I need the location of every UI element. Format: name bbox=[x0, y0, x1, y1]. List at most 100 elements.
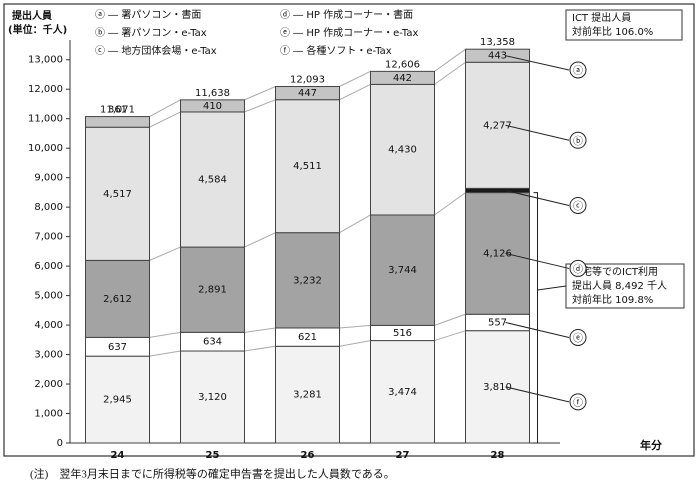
marker-circle bbox=[569, 393, 587, 411]
bar-segment bbox=[465, 48, 530, 63]
bar-segment bbox=[275, 345, 340, 444]
legend-entry: ⓐ ― 署パソコン・書面 bbox=[95, 8, 201, 21]
connector bbox=[149, 246, 181, 261]
bar-segment bbox=[465, 187, 530, 194]
bracket-leader bbox=[537, 285, 567, 291]
connector bbox=[339, 70, 371, 87]
annotation: 対前年比 106.0% bbox=[572, 25, 653, 38]
y-tick-label: 10,000 bbox=[28, 143, 63, 154]
connector bbox=[339, 324, 371, 329]
connector bbox=[244, 232, 276, 248]
x-tick-label: 25 bbox=[206, 450, 220, 461]
connector bbox=[149, 331, 181, 338]
value-label: 3,744 bbox=[388, 265, 417, 276]
marker-label: ⓔ bbox=[573, 332, 583, 344]
annotation: 自宅等でのICT利用 bbox=[572, 265, 658, 278]
marker-label: ⓐ bbox=[573, 65, 583, 77]
marker-circle bbox=[569, 196, 587, 214]
y-tick-label: 11,000 bbox=[28, 114, 63, 125]
annotation: 提出人員 8,492 千人 bbox=[572, 279, 667, 292]
value-label: 4,517 bbox=[103, 189, 132, 200]
x-tick-label: 26 bbox=[301, 450, 315, 461]
connector bbox=[434, 330, 466, 342]
y-tick-label: 7,000 bbox=[34, 232, 63, 243]
value-label: 361 bbox=[108, 105, 127, 116]
total-label: 12,093 bbox=[290, 74, 325, 85]
total-label: 11,071 bbox=[100, 105, 135, 116]
y-tick-label: 13,000 bbox=[28, 55, 63, 66]
y-tick-label: 3,000 bbox=[34, 350, 63, 361]
connector bbox=[434, 48, 466, 72]
value-label: 4,584 bbox=[198, 175, 227, 186]
connector bbox=[149, 111, 181, 128]
y-tick-label: 9,000 bbox=[34, 173, 63, 184]
bar-segment bbox=[465, 192, 530, 315]
bar-segment bbox=[370, 83, 435, 216]
y-axis-title: 提出人員 bbox=[12, 9, 52, 22]
y-axis-title: (単位：千人) bbox=[8, 23, 67, 36]
value-label: 4,277 bbox=[483, 120, 512, 131]
bar-segment bbox=[275, 232, 340, 329]
value-label: 2,891 bbox=[198, 285, 227, 296]
connector bbox=[339, 214, 371, 234]
marker-label: ⓓ bbox=[573, 263, 583, 275]
value-label: 557 bbox=[488, 317, 507, 328]
x-axis-title: 年分 bbox=[640, 438, 662, 452]
value-label: 410 bbox=[203, 101, 222, 112]
annotation: ICT 提出人員 bbox=[572, 11, 631, 24]
value-label: 516 bbox=[393, 328, 412, 339]
marker-circle bbox=[569, 61, 587, 79]
footnote: (注) 翌年3月末日までに所得税等の確定申告書を提出した人員数である。 bbox=[30, 467, 395, 481]
marker-label: ⓑ bbox=[573, 135, 583, 147]
bar-segment bbox=[180, 246, 245, 333]
y-tick-label: 1,000 bbox=[34, 409, 63, 420]
legend-entry: ⓕ ― 各種ソフト・e-Tax bbox=[280, 44, 392, 57]
marker-circle bbox=[569, 328, 587, 346]
annotation: 対前年比 109.8% bbox=[572, 293, 653, 306]
value-label: 447 bbox=[298, 88, 317, 99]
connector bbox=[434, 192, 466, 216]
y-tick-label: 8,000 bbox=[34, 202, 63, 213]
connector bbox=[244, 327, 276, 333]
legend-entry: ⓒ ― 地方団体会場・e-Tax bbox=[95, 44, 217, 57]
x-tick-label: 28 bbox=[491, 450, 505, 461]
bar-segment bbox=[180, 99, 245, 113]
bar-segment bbox=[370, 340, 435, 444]
value-label: 2,945 bbox=[103, 395, 132, 406]
x-tick-label: 24 bbox=[111, 450, 125, 461]
annotation-box bbox=[565, 9, 683, 41]
bar-segment bbox=[275, 86, 340, 101]
connector bbox=[149, 350, 181, 357]
bracket bbox=[533, 192, 538, 444]
connector bbox=[339, 340, 371, 347]
y-tick-label: 0 bbox=[57, 438, 63, 449]
chart-frame bbox=[3, 3, 695, 457]
bar-segment bbox=[370, 214, 435, 326]
value-label: 442 bbox=[393, 73, 412, 84]
legend-entry: ⓑ ― 署パソコン・e-Tax bbox=[95, 27, 207, 39]
y-tick-label: 2,000 bbox=[34, 379, 63, 390]
total-label: 12,606 bbox=[385, 59, 420, 70]
total-label: 11,638 bbox=[195, 88, 230, 99]
value-label: 634 bbox=[203, 337, 222, 348]
legend-entry: ⓔ ― HP 作成コーナー・e-Tax bbox=[280, 27, 419, 39]
value-label: 3,474 bbox=[388, 387, 417, 398]
total-label: 13,358 bbox=[480, 37, 515, 48]
connector bbox=[434, 61, 466, 85]
connector bbox=[339, 83, 371, 101]
bar-segment bbox=[180, 350, 245, 444]
value-label: 3,232 bbox=[293, 275, 322, 286]
connector bbox=[244, 86, 276, 101]
leader-line bbox=[505, 124, 570, 141]
value-label: 3,281 bbox=[293, 390, 322, 401]
marker-label: ⓕ bbox=[573, 397, 583, 409]
y-tick-label: 12,000 bbox=[28, 84, 63, 95]
connector bbox=[434, 313, 466, 326]
bar-segment bbox=[180, 111, 245, 248]
y-tick-label: 6,000 bbox=[34, 261, 63, 272]
bar-segment bbox=[465, 330, 530, 444]
bar-segment bbox=[85, 116, 150, 128]
value-label: 3,120 bbox=[198, 392, 227, 403]
bar-segment bbox=[275, 99, 340, 234]
